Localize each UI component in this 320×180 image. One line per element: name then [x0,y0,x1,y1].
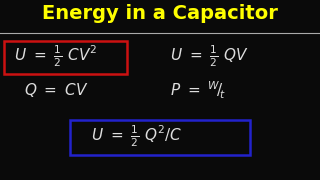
Text: $U\ =\ \frac{1}{2}\ QV$: $U\ =\ \frac{1}{2}\ QV$ [170,44,248,69]
Text: Energy in a Capacitor: Energy in a Capacitor [42,4,278,23]
Text: $P\ =\ ^W\!/\!_t$: $P\ =\ ^W\!/\!_t$ [170,79,225,101]
Text: $U\ =\ \frac{1}{2}\ CV^2$: $U\ =\ \frac{1}{2}\ CV^2$ [14,44,98,69]
Text: $Q\ =\ CV$: $Q\ =\ CV$ [24,81,89,99]
Text: $U\ =\ \frac{1}{2}\ Q^2/C$: $U\ =\ \frac{1}{2}\ Q^2/C$ [91,124,183,149]
